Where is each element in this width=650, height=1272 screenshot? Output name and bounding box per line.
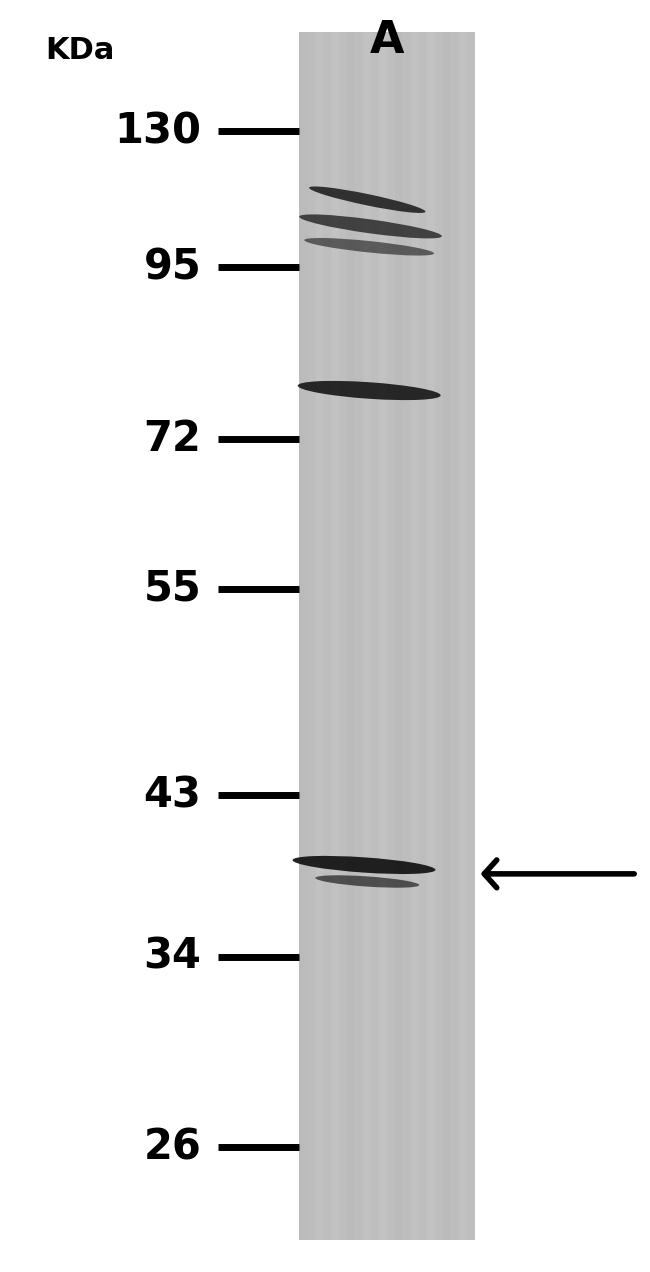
- Bar: [370, 32, 380, 1240]
- Bar: [299, 32, 474, 1240]
- Bar: [458, 32, 467, 1240]
- Ellipse shape: [299, 215, 442, 238]
- Bar: [347, 32, 356, 1240]
- Bar: [403, 32, 411, 1240]
- Ellipse shape: [315, 875, 419, 888]
- Bar: [419, 32, 427, 1240]
- Bar: [467, 32, 475, 1240]
- Bar: [379, 32, 387, 1240]
- Text: 95: 95: [144, 245, 202, 289]
- Bar: [299, 32, 307, 1240]
- Text: 34: 34: [144, 935, 202, 978]
- Bar: [387, 32, 395, 1240]
- Bar: [411, 32, 419, 1240]
- Text: A: A: [369, 19, 404, 62]
- Bar: [355, 32, 363, 1240]
- Bar: [331, 32, 339, 1240]
- Text: KDa: KDa: [46, 36, 115, 65]
- Bar: [450, 32, 459, 1240]
- Text: 55: 55: [144, 567, 202, 611]
- Text: 130: 130: [114, 109, 202, 153]
- Text: 26: 26: [144, 1126, 202, 1169]
- Bar: [363, 32, 371, 1240]
- Ellipse shape: [304, 238, 434, 256]
- Bar: [323, 32, 332, 1240]
- Bar: [307, 32, 316, 1240]
- Bar: [315, 32, 324, 1240]
- Bar: [426, 32, 436, 1240]
- Bar: [443, 32, 451, 1240]
- Ellipse shape: [292, 856, 436, 874]
- Bar: [395, 32, 404, 1240]
- Bar: [435, 32, 443, 1240]
- Bar: [339, 32, 348, 1240]
- Ellipse shape: [309, 187, 426, 212]
- Text: 43: 43: [144, 773, 202, 817]
- Text: 72: 72: [144, 417, 202, 460]
- Ellipse shape: [298, 380, 441, 401]
